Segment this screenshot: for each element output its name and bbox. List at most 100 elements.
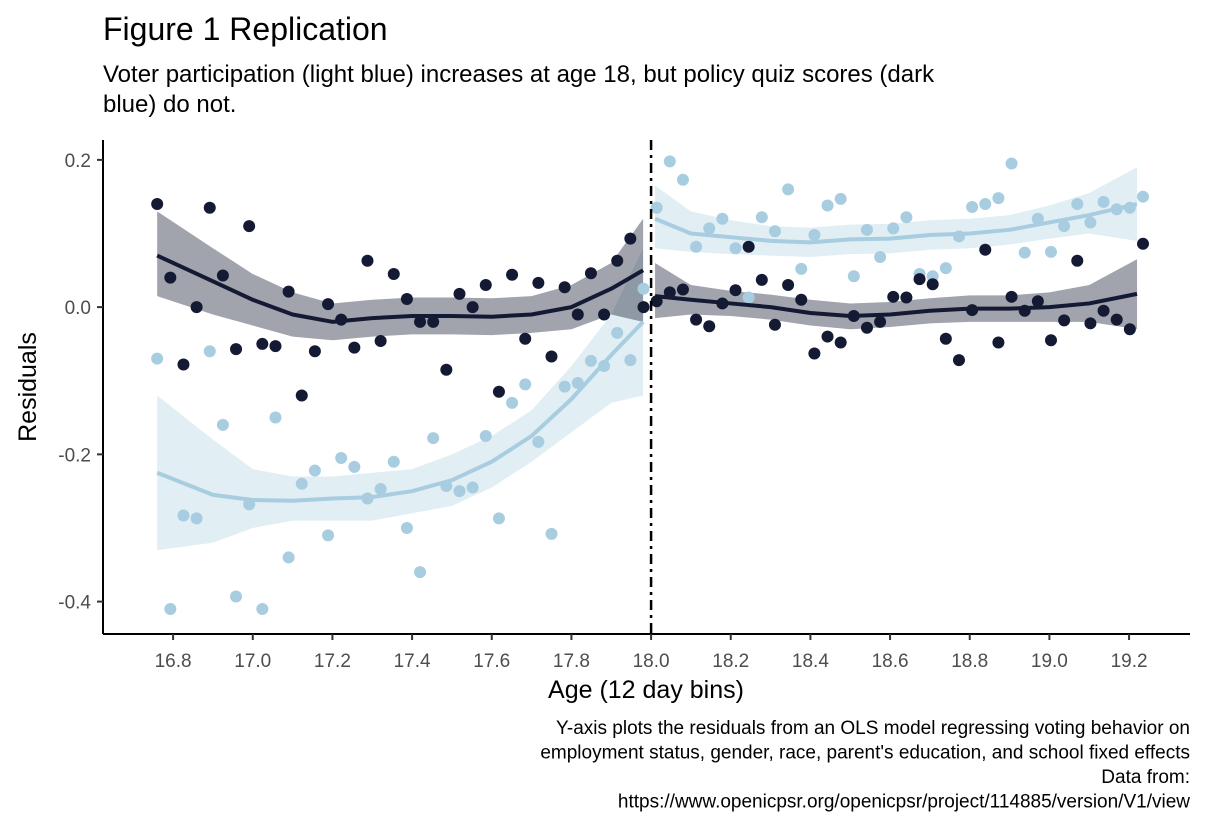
data-point bbox=[1123, 323, 1136, 336]
data-point bbox=[716, 212, 729, 225]
data-point bbox=[729, 242, 742, 255]
data-point bbox=[624, 354, 637, 367]
confidence-band bbox=[157, 248, 644, 551]
data-point bbox=[637, 282, 650, 295]
data-point bbox=[795, 262, 808, 275]
data-point bbox=[414, 315, 427, 328]
data-point bbox=[440, 363, 453, 376]
x-tick-label: 18.2 bbox=[712, 651, 749, 672]
data-point bbox=[295, 389, 308, 402]
data-point bbox=[637, 301, 650, 314]
y-tick-label: 0.0 bbox=[65, 298, 91, 319]
data-point bbox=[335, 452, 348, 465]
data-point bbox=[834, 192, 847, 205]
y-tick-label: -0.2 bbox=[58, 445, 91, 466]
fit-line bbox=[156, 253, 645, 324]
data-point bbox=[282, 551, 295, 564]
data-point bbox=[913, 273, 926, 286]
x-tick-label: 19.2 bbox=[1111, 651, 1148, 672]
data-point bbox=[558, 281, 571, 294]
data-point bbox=[164, 602, 177, 615]
data-point bbox=[650, 201, 663, 214]
data-point bbox=[874, 315, 887, 328]
data-point bbox=[768, 318, 781, 331]
data-point bbox=[466, 481, 479, 494]
fit-line bbox=[654, 291, 1138, 318]
data-point bbox=[939, 332, 952, 345]
data-point bbox=[874, 251, 887, 264]
data-point bbox=[821, 199, 834, 212]
data-point bbox=[979, 243, 992, 256]
data-point bbox=[492, 385, 505, 398]
data-point bbox=[847, 270, 860, 283]
data-point bbox=[755, 211, 768, 224]
confidence-band bbox=[157, 211, 644, 341]
data-point bbox=[1084, 317, 1097, 330]
data-point bbox=[1084, 216, 1097, 229]
fit-line bbox=[156, 320, 645, 503]
data-point bbox=[453, 287, 466, 300]
data-point bbox=[663, 155, 676, 168]
data-point bbox=[256, 602, 269, 615]
data-point bbox=[519, 332, 532, 345]
data-point bbox=[151, 352, 164, 365]
data-point bbox=[387, 455, 400, 468]
fit-line bbox=[654, 202, 1138, 245]
data-point bbox=[860, 223, 873, 236]
data-point bbox=[729, 284, 742, 297]
data-point bbox=[808, 228, 821, 241]
data-point bbox=[755, 273, 768, 286]
data-point bbox=[374, 482, 387, 495]
x-tick-label: 17.2 bbox=[314, 651, 351, 672]
data-point bbox=[624, 232, 637, 245]
data-point bbox=[1058, 220, 1071, 233]
data-point bbox=[1031, 295, 1044, 308]
y-tick-label: -0.4 bbox=[58, 593, 91, 614]
data-point bbox=[1005, 290, 1018, 303]
data-point bbox=[230, 590, 243, 603]
data-point bbox=[374, 334, 387, 347]
data-point bbox=[492, 512, 505, 525]
caption-line: employment status, gender, race, parent'… bbox=[540, 743, 1190, 764]
data-point bbox=[269, 411, 282, 424]
data-point bbox=[703, 222, 716, 235]
data-point bbox=[742, 291, 755, 304]
data-point bbox=[282, 285, 295, 298]
data-point bbox=[782, 183, 795, 196]
data-point bbox=[400, 293, 413, 306]
data-point bbox=[584, 267, 597, 280]
data-point bbox=[203, 345, 216, 358]
data-point bbox=[1136, 237, 1149, 250]
confidence-band bbox=[655, 259, 1138, 330]
data-point bbox=[348, 460, 361, 473]
x-tick-label: 18.6 bbox=[872, 651, 909, 672]
data-point bbox=[1044, 334, 1057, 347]
data-point bbox=[887, 222, 900, 235]
data-point bbox=[164, 271, 177, 284]
data-point bbox=[1097, 195, 1110, 208]
data-point bbox=[690, 313, 703, 326]
data-point bbox=[308, 345, 321, 358]
data-point bbox=[203, 201, 216, 214]
data-point bbox=[900, 291, 913, 304]
data-point bbox=[177, 509, 190, 522]
data-point bbox=[519, 378, 532, 391]
data-point bbox=[151, 198, 164, 211]
data-point bbox=[387, 267, 400, 280]
data-point bbox=[860, 321, 873, 334]
data-point bbox=[808, 347, 821, 360]
data-point bbox=[676, 283, 689, 296]
x-tick-label: 18.8 bbox=[951, 651, 988, 672]
data-point bbox=[1031, 212, 1044, 225]
data-point bbox=[1005, 157, 1018, 170]
x-axis-title: Age (12 day bins) bbox=[548, 676, 744, 704]
data-point bbox=[216, 418, 229, 431]
data-point bbox=[506, 268, 519, 281]
x-tick-label: 17.6 bbox=[473, 651, 510, 672]
chart-subtitle: Voter participation (light blue) increas… bbox=[103, 61, 935, 118]
data-point bbox=[466, 301, 479, 314]
caption-line: Y-axis plots the residuals from an OLS m… bbox=[556, 718, 1190, 739]
data-point bbox=[1018, 246, 1031, 259]
data-point bbox=[243, 220, 256, 233]
data-point bbox=[308, 464, 321, 477]
